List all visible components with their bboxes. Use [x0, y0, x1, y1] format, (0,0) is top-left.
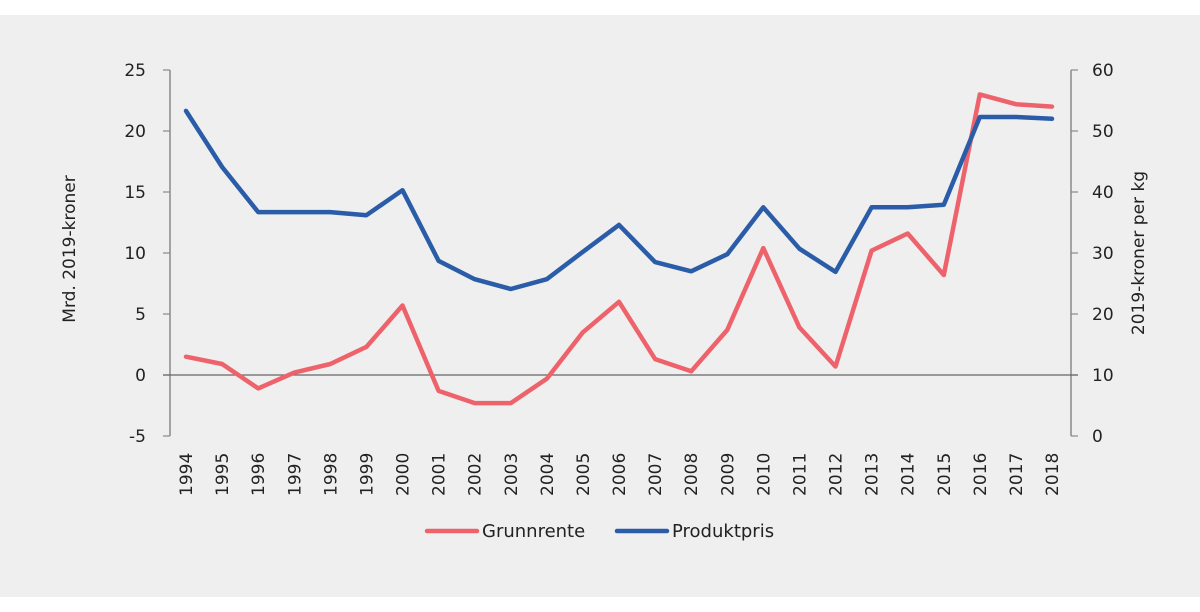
x-tick-label: 2001: [430, 453, 450, 496]
x-tick-label: 2005: [574, 453, 594, 496]
right-tick-label: 10: [1092, 366, 1114, 386]
left-tick-label: 5: [135, 305, 146, 325]
right-tick-label: 20: [1092, 305, 1114, 325]
legend-label: Grunnrente: [482, 521, 585, 542]
axes: -5 0 5 10 15 20 25 0 10 20 30 40 50 60 1994 1995 1996 199…: [60, 61, 1149, 496]
x-tick-label: 2012: [827, 453, 847, 496]
legend-item-produktpris: Produktpris: [614, 521, 774, 542]
x-tick-label: 2002: [466, 453, 486, 496]
x-tick-label: 2009: [718, 453, 738, 496]
chart-panel: [0, 15, 1200, 597]
series-lines: [183, 92, 1055, 406]
series-line-grunnrente: [183, 92, 1055, 406]
x-tick-label: 2015: [935, 453, 955, 496]
right-tick-label: 30: [1092, 244, 1114, 264]
right-tick-label: 40: [1092, 183, 1114, 203]
x-tick-label: 2013: [863, 453, 883, 496]
x-tick-label: 2008: [682, 453, 702, 496]
x-tick-label: 2011: [790, 453, 810, 496]
legend-label: Produktpris: [672, 521, 774, 542]
right-tick-label: 0: [1092, 427, 1103, 447]
x-tick-label: 2004: [538, 453, 558, 496]
left-axis-title: Mrd. 2019-kroner: [60, 175, 80, 322]
x-tick-label: 1994: [177, 453, 197, 496]
left-tick-label: 15: [124, 183, 146, 203]
left-tick-label: 10: [124, 244, 146, 264]
left-tick-label: -5: [129, 427, 146, 447]
x-tick-label: 2018: [1043, 453, 1063, 496]
x-tick-label: 1997: [285, 453, 305, 496]
left-tick-label: 20: [124, 122, 146, 142]
right-axis-title: 2019-kroner per kg: [1129, 171, 1149, 335]
right-tick-label: 50: [1092, 122, 1114, 142]
left-tick-label: 25: [124, 61, 146, 81]
x-tick-label: 2016: [971, 453, 991, 496]
x-tick-label: 2010: [754, 453, 774, 496]
x-tick-label: 2000: [394, 453, 414, 496]
series-line-produktpris: [183, 108, 1055, 292]
x-tick-label: 1995: [213, 453, 233, 496]
x-tick-label: 2003: [502, 453, 522, 496]
x-tick-label: 1996: [249, 453, 269, 496]
left-tick-label: 0: [135, 366, 146, 386]
x-tick-label: 2006: [610, 453, 630, 496]
x-tick-label: 2017: [1007, 453, 1027, 496]
x-tick-label: 2014: [899, 453, 919, 496]
legend-item-grunnrente: Grunnrente: [424, 521, 585, 542]
right-tick-label: 60: [1092, 61, 1114, 81]
x-tick-label: 1998: [321, 453, 341, 496]
legend: Grunnrente Produktpris: [424, 521, 774, 542]
x-tick-label: 2007: [646, 453, 666, 496]
x-tick-label: 1999: [357, 453, 377, 496]
